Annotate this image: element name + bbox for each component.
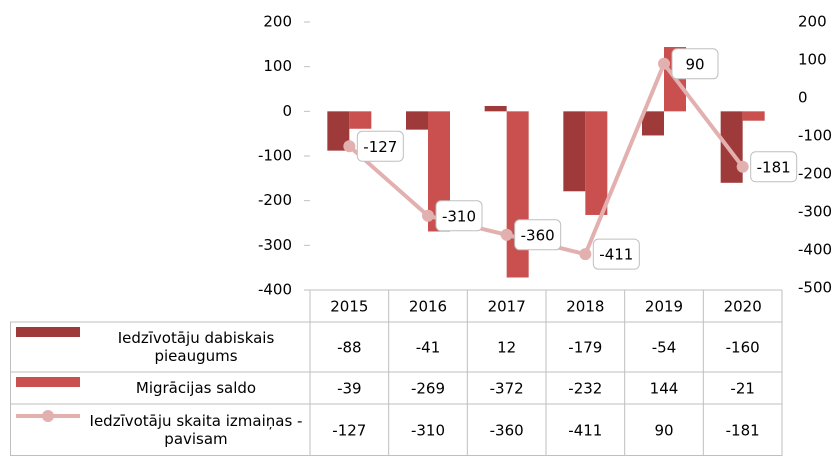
label-box	[671, 48, 719, 80]
x-tick-label: 2016	[409, 298, 447, 316]
table-value: -179	[568, 339, 602, 357]
table-value: -232	[568, 380, 602, 398]
bar	[642, 111, 664, 136]
legend-swatch	[16, 377, 80, 387]
y-tick-label: 100	[263, 57, 292, 75]
table-value: -360	[490, 422, 524, 440]
table-value: -411	[568, 422, 602, 440]
table-value: -41	[416, 339, 441, 357]
table-value: -88	[337, 339, 362, 357]
bar	[406, 111, 428, 130]
marker	[343, 140, 356, 153]
table-value: -160	[726, 339, 760, 357]
y-tick-label: -100	[258, 147, 292, 165]
x-tick-label: 2018	[566, 298, 604, 316]
marker	[579, 248, 592, 261]
table-value: 144	[650, 380, 679, 398]
y2-tick-label: -400	[798, 241, 832, 259]
y2-tick-label: -200	[798, 165, 832, 183]
y2-tick-label: 0	[798, 89, 808, 107]
y-tick-label: -400	[258, 281, 292, 299]
y2-tick-label: 100	[798, 51, 827, 69]
y-tick-label: 0	[282, 102, 292, 120]
table-value: -54	[652, 339, 677, 357]
data-label: -181	[757, 158, 791, 176]
data-label: -360	[521, 226, 555, 244]
label-box	[750, 151, 798, 183]
data-label: -310	[442, 207, 476, 225]
legend-cell: Iedzīvotāju skaita izmaiņas - pavisam	[89, 412, 303, 448]
bar	[742, 111, 765, 121]
label-box	[356, 130, 404, 162]
y-tick-label: -200	[258, 191, 292, 209]
bar	[484, 105, 507, 112]
data-label: -127	[363, 138, 397, 156]
y-tick-label: -300	[258, 236, 292, 254]
marker	[422, 209, 434, 222]
table-value: -39	[337, 380, 362, 398]
table-value: -181	[726, 422, 760, 440]
label-box	[514, 219, 562, 251]
bar	[327, 111, 350, 151]
data-label: -411	[599, 246, 633, 264]
marker	[500, 228, 513, 241]
x-tick-label: 2020	[724, 298, 762, 316]
bar	[563, 111, 586, 192]
table-value: -269	[411, 380, 445, 398]
legend-cell: Migrācijas saldo	[135, 379, 257, 397]
marker	[658, 57, 670, 70]
legend-label: Iedzīvotāju dabiskais pieaugums	[117, 329, 275, 365]
bar	[585, 111, 608, 215]
y2-tick-label: -100	[798, 127, 832, 145]
bar	[720, 111, 743, 183]
data-label: 90	[685, 55, 704, 73]
x-tick-label: 2017	[488, 298, 526, 316]
label-box	[435, 200, 483, 232]
marker	[736, 160, 749, 173]
y2-tick-label: -300	[798, 203, 832, 221]
legend-swatch	[16, 327, 80, 337]
legend-cell: Iedzīvotāju dabiskais pieaugums	[117, 329, 275, 365]
legend-swatch	[42, 410, 54, 422]
table-value: -21	[730, 380, 755, 398]
label-box	[592, 238, 640, 270]
y-tick-label: 200	[263, 13, 292, 31]
table-value: -127	[332, 422, 366, 440]
table-value: 90	[654, 422, 673, 440]
x-tick-label: 2019	[645, 298, 683, 316]
x-tick-label: 2015	[330, 298, 368, 316]
legend-label: Iedzīvotāju skaita izmaiņas - pavisam	[89, 412, 303, 448]
y2-tick-label: 200	[798, 13, 827, 31]
bar	[506, 111, 529, 278]
table-value: 12	[497, 339, 516, 357]
table-value: -372	[490, 380, 524, 398]
legend-label: Migrācijas saldo	[135, 379, 257, 397]
y2-tick-label: -500	[798, 279, 832, 297]
bar	[349, 111, 372, 129]
table-value: -310	[411, 422, 445, 440]
